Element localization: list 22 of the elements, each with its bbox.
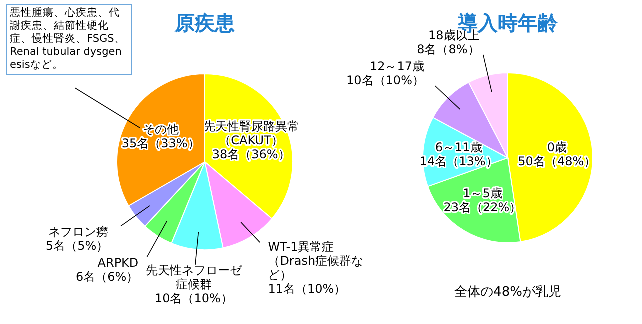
chart-title: 原疾患 bbox=[174, 11, 236, 35]
slice-label: 先天性ネフローゼ症候群 bbox=[146, 264, 243, 292]
data-label: 23名（22%） bbox=[444, 200, 522, 214]
slice-label: 1～5歳 bbox=[463, 186, 502, 200]
slice-label: WT-1異常症（Drash症候群など） bbox=[268, 240, 364, 282]
data-label: 50名（48%） bbox=[518, 154, 596, 168]
slice-label: 6～11歳 bbox=[435, 140, 482, 154]
slice-label: ネフロン癆 bbox=[48, 224, 109, 239]
slice-label: 0歳 bbox=[547, 140, 567, 154]
data-label: 10名（10%） bbox=[154, 292, 233, 306]
text: 悪性腫瘍、心疾患、代謝疾患、結節性硬化症、慢性腎炎、FSGS、Renal tubular dysgenesisなど。 bbox=[6, 4, 132, 75]
slice-label: その他 bbox=[142, 122, 179, 136]
slice-label: 12～17歳 bbox=[370, 59, 424, 74]
slice-label: ARPKD bbox=[98, 256, 139, 270]
data-label: 11名（10%） bbox=[268, 282, 346, 296]
data-label: 38名（36%） bbox=[212, 148, 290, 162]
data-label: 10名（10%） bbox=[346, 73, 424, 88]
data-label: 5名（5%） bbox=[46, 238, 109, 253]
data-label: 6名（6%） bbox=[76, 270, 139, 284]
data-label: 35名（33%） bbox=[122, 136, 200, 150]
text: 全体の48%が乳児 bbox=[454, 285, 562, 300]
data-label: 8名（8%） bbox=[417, 42, 480, 56]
